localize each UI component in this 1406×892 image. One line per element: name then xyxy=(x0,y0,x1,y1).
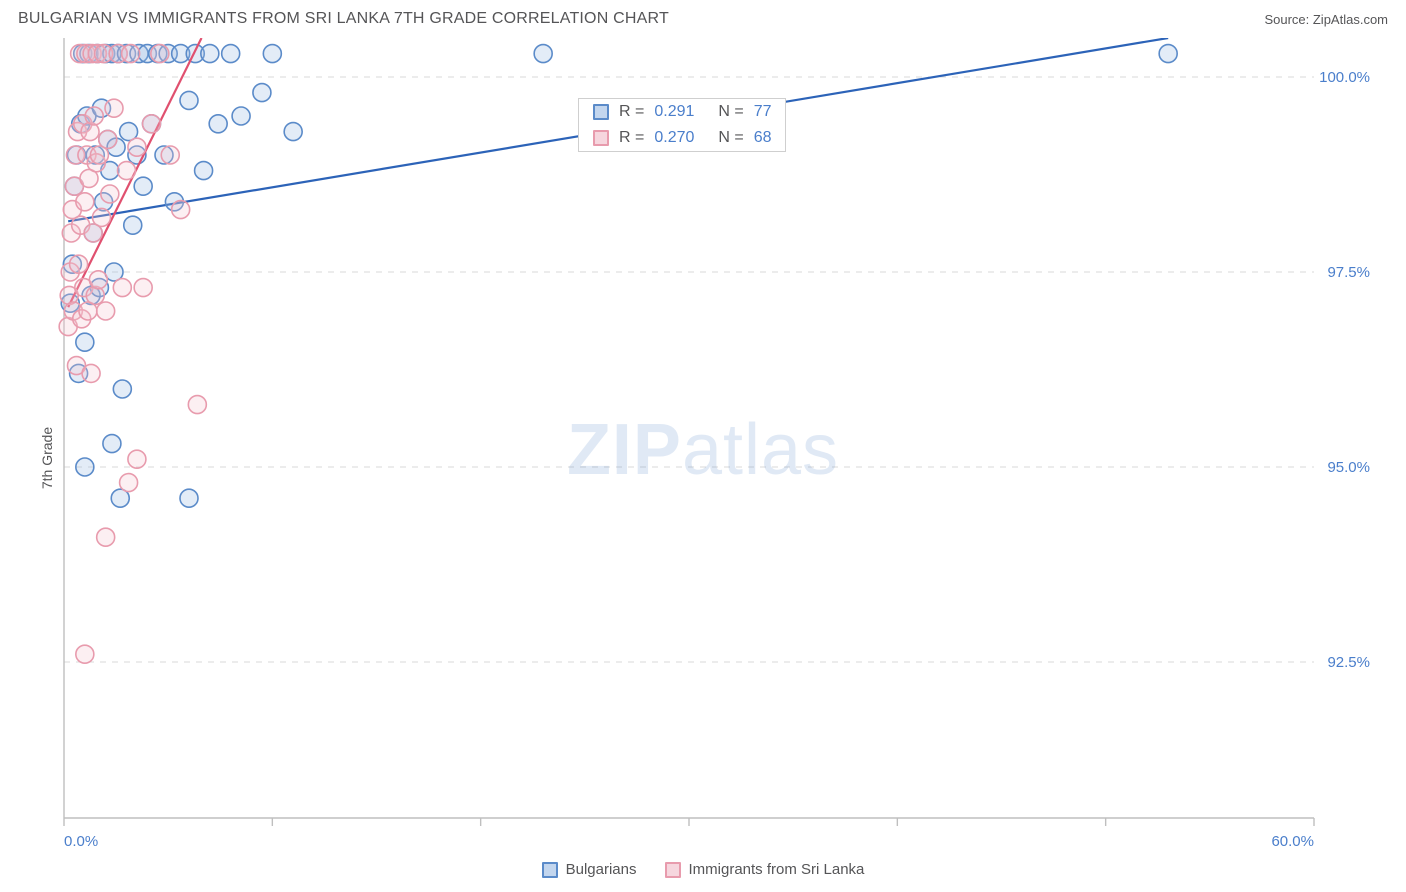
data-point xyxy=(151,45,169,63)
header: BULGARIAN VS IMMIGRANTS FROM SRI LANKA 7… xyxy=(0,0,1406,34)
y-tick-label: 100.0% xyxy=(1319,69,1370,86)
data-point xyxy=(201,45,219,63)
data-point xyxy=(93,208,111,226)
chart-area: 7th Grade 0.0% 60.0% 92.5% 95.0% 97.5% 100.0%… xyxy=(18,38,1388,878)
n-value: 68 xyxy=(754,129,772,147)
data-point xyxy=(284,123,302,141)
data-point xyxy=(180,489,198,507)
data-point xyxy=(70,255,88,273)
data-point xyxy=(113,380,131,398)
data-point xyxy=(97,528,115,546)
legend-item: Immigrants from Sri Lanka xyxy=(665,861,865,878)
legend-item: Bulgarians xyxy=(542,861,637,878)
data-point xyxy=(222,45,240,63)
data-point xyxy=(122,45,140,63)
data-point xyxy=(232,107,250,125)
legend-swatch xyxy=(665,862,681,878)
scatter-chart: 0.0% 60.0% 92.5% 95.0% 97.5% 100.0% xyxy=(18,38,1388,858)
data-point xyxy=(76,333,94,351)
data-point xyxy=(76,458,94,476)
data-point xyxy=(120,474,138,492)
data-point xyxy=(124,216,142,234)
data-point xyxy=(1159,45,1177,63)
source-label: Source: ZipAtlas.com xyxy=(1264,12,1388,27)
data-point xyxy=(76,645,94,663)
legend-label: Immigrants from Sri Lanka xyxy=(689,861,865,878)
stats-box: R = 0.291 N = 77 R = 0.270 N = 68 xyxy=(578,98,786,152)
data-point xyxy=(101,185,119,203)
data-point xyxy=(76,193,94,211)
legend-label: Bulgarians xyxy=(566,861,637,878)
r-value: 0.291 xyxy=(654,103,708,121)
stats-row: R = 0.270 N = 68 xyxy=(579,125,785,151)
y-axis-title: 7th Grade xyxy=(39,427,55,489)
data-point xyxy=(99,130,117,148)
data-point xyxy=(188,396,206,414)
data-point xyxy=(82,364,100,382)
data-point xyxy=(89,271,107,289)
data-point xyxy=(134,279,152,297)
legend: Bulgarians Immigrants from Sri Lanka xyxy=(18,861,1388,878)
data-point xyxy=(128,450,146,468)
stats-row: R = 0.291 N = 77 xyxy=(579,99,785,125)
data-point xyxy=(143,115,161,133)
data-point xyxy=(180,91,198,109)
data-point xyxy=(134,177,152,195)
data-point xyxy=(263,45,281,63)
n-value: 77 xyxy=(754,103,772,121)
data-point xyxy=(105,99,123,117)
r-label: R = xyxy=(619,103,644,121)
data-point xyxy=(209,115,227,133)
stats-swatch xyxy=(593,130,609,146)
r-value: 0.270 xyxy=(654,129,708,147)
data-point xyxy=(86,286,104,304)
data-point xyxy=(113,279,131,297)
chart-title: BULGARIAN VS IMMIGRANTS FROM SRI LANKA 7… xyxy=(18,10,669,28)
data-point xyxy=(128,138,146,156)
y-tick-label: 92.5% xyxy=(1327,654,1370,671)
r-label: R = xyxy=(619,129,644,147)
y-tick-label: 97.5% xyxy=(1327,264,1370,281)
data-point xyxy=(172,201,190,219)
data-point xyxy=(161,146,179,164)
data-point xyxy=(118,162,136,180)
n-label: N = xyxy=(718,103,743,121)
x-tick-label: 0.0% xyxy=(64,833,98,850)
legend-swatch xyxy=(542,862,558,878)
data-point xyxy=(97,302,115,320)
stats-swatch xyxy=(593,104,609,120)
data-point xyxy=(534,45,552,63)
data-point xyxy=(195,162,213,180)
y-tick-label: 95.0% xyxy=(1327,459,1370,476)
data-point xyxy=(103,435,121,453)
data-point xyxy=(253,84,271,102)
data-point xyxy=(85,107,103,125)
n-label: N = xyxy=(718,129,743,147)
x-tick-label: 60.0% xyxy=(1271,833,1314,850)
